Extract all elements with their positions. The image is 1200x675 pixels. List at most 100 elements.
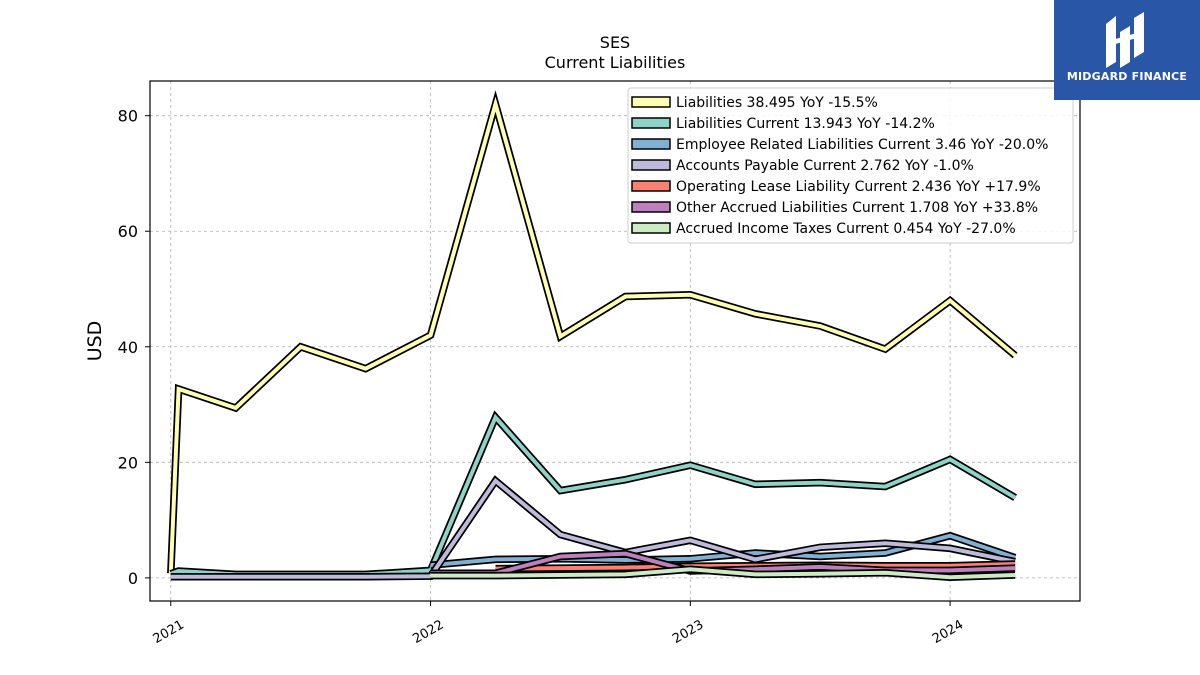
data-point xyxy=(178,570,180,572)
series-line xyxy=(167,90,1018,574)
data-point xyxy=(300,346,302,348)
data-point xyxy=(559,335,562,337)
y-tick-label: 40 xyxy=(118,338,138,357)
data-point xyxy=(1014,563,1016,565)
data-point xyxy=(624,573,627,576)
data-point xyxy=(559,534,562,536)
data-point xyxy=(624,479,627,481)
x-tick-label: 2023 xyxy=(670,617,706,647)
data-point xyxy=(624,553,627,555)
data-point xyxy=(235,576,237,578)
chart-subtitle: Current Liabilities xyxy=(545,53,686,72)
data-point xyxy=(949,565,951,567)
y-tick-label: 20 xyxy=(118,453,138,472)
data-point xyxy=(884,542,886,544)
data-point xyxy=(754,552,756,554)
x-axis: 2021 2022 2023 2024 xyxy=(151,601,966,647)
data-point xyxy=(430,334,432,336)
data-point xyxy=(949,458,951,460)
legend-swatch xyxy=(631,96,671,108)
legend-swatch xyxy=(631,138,671,150)
data-point xyxy=(624,559,627,561)
y-axis-label: USD xyxy=(84,321,106,362)
data-point xyxy=(1014,497,1016,499)
data-point xyxy=(559,555,562,558)
logo-mark-icon xyxy=(1106,12,1144,68)
series-layer xyxy=(167,90,1018,582)
x-tick-label: 2022 xyxy=(410,617,446,647)
data-point xyxy=(689,558,691,560)
data-point xyxy=(754,573,756,576)
y-axis: 0 20 40 60 80 xyxy=(118,107,150,588)
data-point xyxy=(430,564,432,566)
legend-swatch xyxy=(631,222,671,234)
data-point xyxy=(884,572,886,574)
data-point xyxy=(235,407,237,409)
legend-label: Accounts Payable Current 2.762 YoY -1.0% xyxy=(676,158,974,174)
legend-label: Operating Lease Liability Current 2.436 … xyxy=(676,179,1041,195)
data-point xyxy=(494,103,497,105)
data-point xyxy=(754,558,756,561)
legend-label: Accrued Income Taxes Current 0.454 YoY -… xyxy=(676,221,1016,237)
legend-box xyxy=(627,87,1074,244)
data-point xyxy=(949,300,951,302)
series-stroke xyxy=(170,477,1016,579)
y-tick-label: 80 xyxy=(118,107,138,126)
series-stroke xyxy=(430,567,1016,580)
brand-logo: MIDGARD FINANCE xyxy=(1054,0,1200,100)
legend-label: Liabilities Current 13.943 YoY -14.2% xyxy=(676,116,935,132)
legend-swatch xyxy=(631,117,671,129)
data-point xyxy=(754,568,756,570)
data-point xyxy=(689,294,691,296)
data-point xyxy=(949,569,951,572)
data-point xyxy=(494,568,497,570)
data-point xyxy=(819,325,821,327)
data-point xyxy=(754,483,756,485)
data-point xyxy=(754,313,756,315)
y-tick-label: 60 xyxy=(118,222,138,241)
data-point xyxy=(1014,354,1016,356)
data-point xyxy=(365,368,367,370)
data-point xyxy=(365,576,367,578)
data-point xyxy=(300,576,302,578)
data-point xyxy=(819,573,821,575)
data-point xyxy=(559,567,562,569)
data-point xyxy=(884,348,886,350)
data-point xyxy=(178,388,180,390)
series-line xyxy=(430,565,1016,582)
data-point xyxy=(884,565,886,567)
legend-label: Employee Related Liabilities Current 3.4… xyxy=(676,137,1048,153)
data-point xyxy=(689,568,691,570)
data-point xyxy=(689,464,691,466)
data-point xyxy=(494,575,497,577)
data-point xyxy=(819,546,821,548)
y-tick-label: 0 xyxy=(128,569,138,588)
logo-text: MIDGARD FINANCE xyxy=(1066,70,1188,83)
data-point xyxy=(494,416,497,418)
data-point xyxy=(884,552,886,554)
data-point xyxy=(1014,574,1016,576)
data-point xyxy=(819,566,821,568)
data-point xyxy=(494,558,497,561)
chart-title: SES xyxy=(600,33,630,52)
data-point xyxy=(559,490,562,492)
data-point xyxy=(949,535,951,537)
legend: Liabilities 38.495 YoY -15.5% Liabilities… xyxy=(627,87,1074,244)
data-point xyxy=(949,547,951,550)
legend-label: Other Accrued Liabilities Current 1.708 … xyxy=(676,200,1038,216)
data-point xyxy=(624,566,627,569)
data-point xyxy=(884,486,886,488)
plot-frame xyxy=(149,80,1081,602)
data-point xyxy=(689,539,691,541)
legend-swatch xyxy=(631,201,671,213)
data-point xyxy=(170,576,172,578)
legend-label: Liabilities 38.495 YoY -15.5% xyxy=(676,95,878,111)
data-point xyxy=(819,555,821,558)
data-point xyxy=(949,576,951,578)
data-point xyxy=(819,482,821,484)
data-point xyxy=(559,574,562,576)
data-point xyxy=(494,480,497,482)
data-point xyxy=(624,295,627,298)
